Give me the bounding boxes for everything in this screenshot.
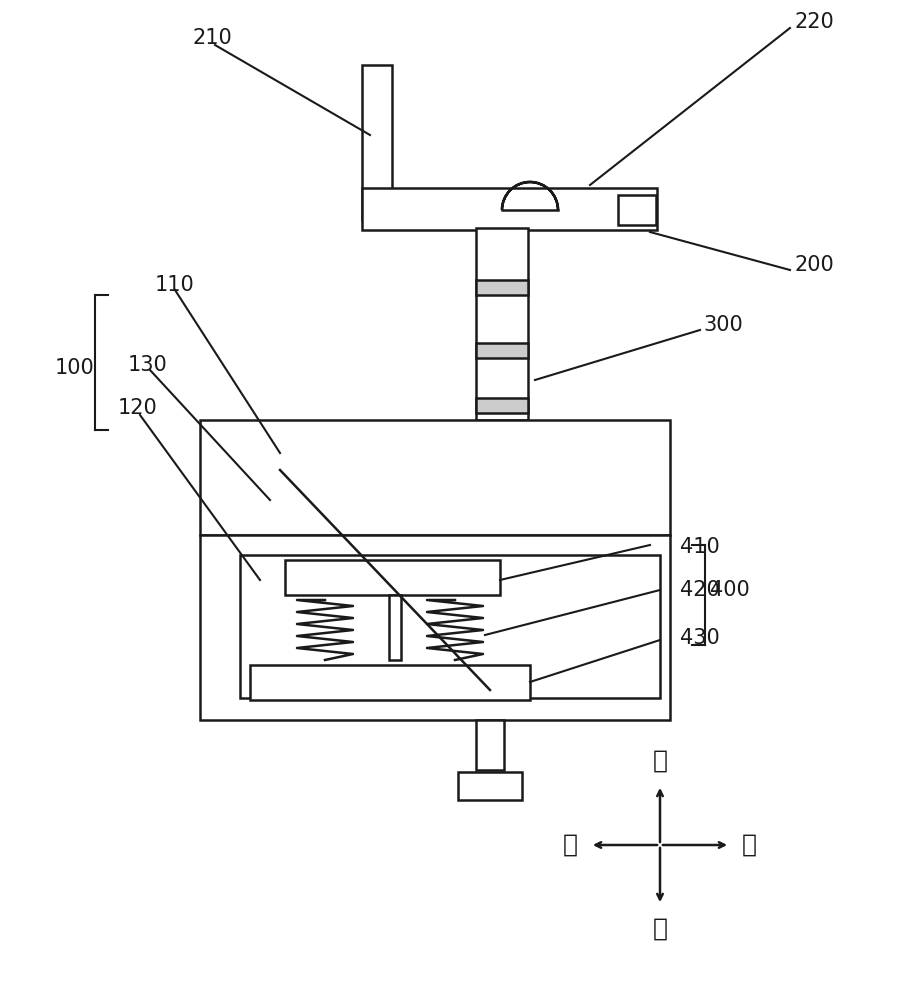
- Text: 210: 210: [192, 28, 232, 48]
- Text: 200: 200: [795, 255, 834, 275]
- Bar: [362, 188, 657, 230]
- Text: 100: 100: [55, 358, 95, 378]
- Text: 110: 110: [155, 275, 195, 295]
- Bar: [476, 228, 528, 420]
- Bar: [476, 720, 504, 770]
- Bar: [476, 343, 528, 358]
- Bar: [389, 595, 401, 660]
- Bar: [458, 772, 522, 800]
- Text: 右: 右: [742, 833, 757, 857]
- Text: 220: 220: [795, 12, 834, 32]
- Text: 410: 410: [680, 537, 720, 557]
- Text: 430: 430: [680, 628, 720, 648]
- Bar: [200, 420, 670, 535]
- Text: 420: 420: [680, 580, 720, 600]
- Text: 上: 上: [652, 749, 668, 773]
- Text: 左: 左: [563, 833, 578, 857]
- Bar: [250, 665, 530, 700]
- Text: 下: 下: [652, 917, 668, 941]
- Text: 300: 300: [703, 315, 743, 335]
- Bar: [240, 555, 660, 698]
- Bar: [200, 535, 670, 720]
- Bar: [285, 560, 500, 595]
- Bar: [476, 280, 528, 295]
- Bar: [476, 398, 528, 413]
- Text: 130: 130: [128, 355, 167, 375]
- Text: 120: 120: [118, 398, 157, 418]
- Text: 400: 400: [710, 580, 750, 600]
- Bar: [618, 195, 656, 225]
- Bar: [362, 65, 392, 220]
